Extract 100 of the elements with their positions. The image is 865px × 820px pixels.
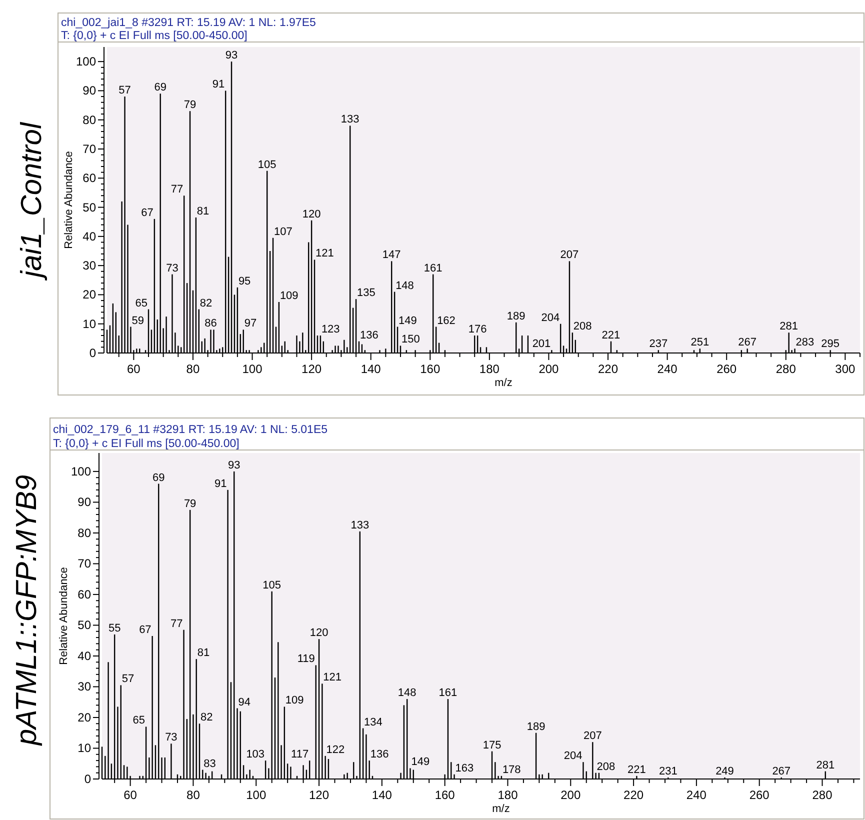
x-tick-label: 160 (434, 788, 456, 802)
x-tick-label: 60 (124, 788, 138, 802)
annotation: 91 (214, 478, 227, 490)
annotation: 161 (438, 687, 458, 700)
chart-subtitle: T: {0,0} + c EI Full ms [50.00-450.00] (53, 438, 240, 450)
y-tick-label: 70 (82, 142, 96, 156)
annotation: 120 (310, 627, 328, 640)
annotation: 249 (716, 765, 734, 778)
y-tick-label: 10 (78, 741, 92, 756)
annotation: 82 (200, 712, 213, 724)
y-tick-label: 20 (78, 710, 92, 724)
x-axis-title: m/z (492, 803, 510, 815)
x-tick-label: 200 (538, 362, 560, 376)
x-tick-label: 180 (479, 362, 500, 376)
y-tick-label: 0 (89, 346, 96, 360)
x-tick-label: 180 (498, 788, 518, 802)
annotation: 135 (357, 287, 376, 300)
y-tick-label: 40 (78, 648, 92, 663)
annotation: 121 (316, 248, 334, 260)
x-tick-label: 80 (186, 362, 200, 376)
annotation: 81 (196, 205, 210, 218)
annotation: 237 (649, 338, 668, 350)
chart-subtitle: T: {0,0} + c EI Full ms [50.00-450.00] (61, 30, 248, 42)
annotation: 120 (302, 208, 321, 220)
annotation: 295 (821, 338, 840, 350)
annotation: 251 (690, 336, 710, 349)
annotation: 175 (482, 739, 502, 752)
y-tick-label: 100 (70, 464, 92, 478)
x-tick-label: 200 (560, 788, 581, 802)
x-tick-label: 80 (186, 788, 200, 802)
annotation: 79 (184, 498, 196, 510)
annotation: 161 (424, 262, 442, 274)
annotation: 148 (396, 280, 414, 292)
annotation: 147 (382, 249, 401, 262)
annotation: 105 (258, 158, 276, 171)
annotation: 67 (139, 624, 152, 636)
annotation: 150 (401, 334, 420, 346)
annotation: 149 (398, 314, 417, 327)
x-tick-label: 60 (127, 362, 141, 376)
annotation: 136 (370, 748, 389, 761)
x-tick-label: 100 (242, 362, 263, 376)
annotation: 178 (502, 764, 521, 776)
x-tick-label: 300 (835, 362, 856, 376)
annotation: 91 (212, 78, 225, 91)
annotation: 207 (583, 730, 602, 742)
y-tick-label: 80 (82, 112, 96, 127)
chart-title: chi_002_179_6_11 #3291 RT: 15.19 AV: 1 NL: 5.01E5 (53, 424, 328, 436)
annotation: 133 (350, 519, 370, 532)
y-tick-label: 80 (78, 526, 92, 540)
annotation: 65 (135, 297, 148, 310)
y-tick-label: 70 (78, 556, 92, 571)
annotation: 105 (262, 579, 282, 592)
x-tick-label: 280 (812, 788, 833, 802)
y-tick-label: 30 (82, 258, 96, 273)
annotation: 109 (280, 290, 298, 302)
annotation: 189 (506, 310, 526, 322)
y-tick-label: 10 (82, 316, 96, 331)
text: jai1_Control (16, 121, 48, 282)
x-tick-label: 120 (302, 362, 322, 376)
x-tick-label: 140 (360, 362, 382, 376)
annotation: 86 (204, 318, 217, 330)
y-tick-label: 100 (76, 54, 96, 69)
annotation: 73 (165, 732, 178, 744)
annotation: 73 (166, 262, 178, 274)
x-tick-label: 260 (716, 362, 737, 376)
annotation: 97 (244, 318, 257, 330)
x-tick-label: 120 (309, 788, 330, 802)
annotation: 69 (152, 472, 165, 484)
annotation: 117 (291, 748, 309, 761)
annotation: 121 (323, 672, 342, 684)
annotation: 281 (816, 759, 835, 772)
annotation: 82 (200, 297, 212, 310)
annotation: 208 (573, 320, 592, 333)
annotation: 281 (780, 320, 798, 333)
annotation: 109 (285, 694, 304, 707)
annotation: 119 (297, 653, 315, 666)
annotation: 221 (628, 764, 646, 776)
annotation: 57 (118, 84, 131, 97)
annotation: 204 (564, 750, 582, 762)
x-tick-label: 220 (624, 788, 644, 802)
y-tick-label: 90 (78, 495, 92, 510)
annotation: 201 (532, 338, 551, 350)
x-tick-label: 260 (749, 788, 770, 802)
annotation: 103 (246, 748, 265, 761)
x-tick-label: 140 (372, 788, 392, 802)
annotation: 231 (658, 765, 678, 778)
annotation: 149 (411, 756, 430, 768)
y-tick-label: 50 (78, 618, 92, 632)
annotation: 79 (184, 99, 196, 112)
y-tick-label: 40 (82, 229, 96, 244)
x-tick-label: 220 (598, 362, 618, 376)
x-tick-label: 240 (686, 788, 707, 802)
annotation: 267 (738, 336, 757, 349)
annotation: 267 (772, 765, 791, 778)
annotation: 134 (364, 716, 382, 728)
annotation: 221 (602, 329, 620, 342)
annotation: 95 (238, 275, 251, 288)
annotation: 207 (560, 249, 579, 262)
annotation: 189 (526, 720, 546, 733)
annotation: 55 (108, 622, 121, 634)
